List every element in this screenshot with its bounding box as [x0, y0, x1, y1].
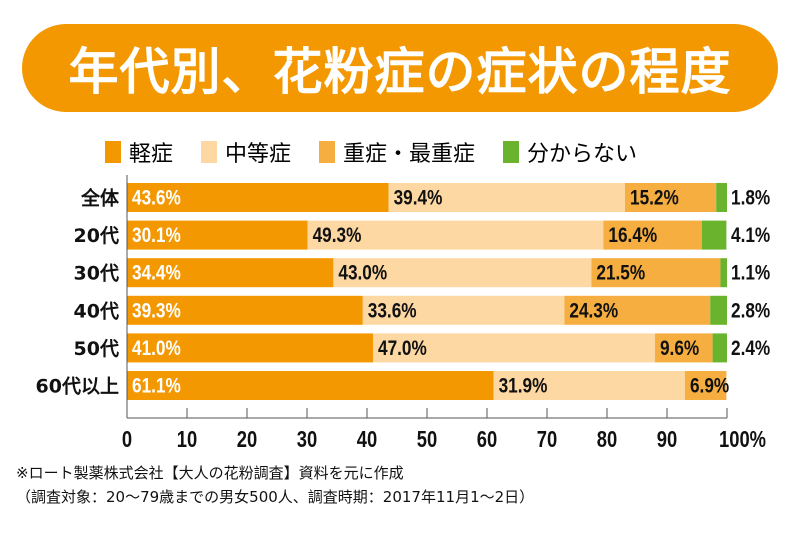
bar-segment: [127, 295, 363, 325]
data-label: 2.4%: [731, 337, 770, 360]
bar-segment: [716, 183, 727, 212]
data-label: 47.0%: [378, 337, 427, 360]
data-label: 41.0%: [132, 337, 181, 360]
data-label: 21.5%: [596, 262, 645, 285]
x-tick-label: 0: [122, 427, 132, 452]
data-label: 1.1%: [731, 262, 770, 285]
data-label: 15.2%: [630, 187, 679, 210]
bar-segment: [493, 371, 685, 400]
category-label: 40代: [74, 300, 119, 322]
legend-swatch: [201, 141, 218, 163]
bar-segment: [127, 258, 334, 288]
category-label: 全体: [80, 187, 120, 210]
data-label: 43.6%: [132, 187, 181, 210]
bar-segment: [127, 220, 308, 250]
bar-segment: [625, 183, 717, 212]
legend-label: 分からない: [527, 142, 638, 167]
source-note: ※ロート製薬株式会社【大人の花粉調査】資料を元に作成: [16, 464, 404, 482]
title-banner: 年代別、花粉症の症状の程度: [22, 24, 778, 112]
legend-swatch: [503, 141, 520, 163]
data-label: 34.4%: [132, 262, 181, 285]
legend-item: 中等症: [201, 136, 291, 168]
x-tick-label: 30: [297, 427, 317, 452]
chart-title: 年代別、花粉症の症状の程度: [68, 43, 732, 101]
data-label: 6.9%: [690, 375, 729, 398]
legend-label: 軽症: [129, 142, 174, 167]
legend-item: 分からない: [503, 136, 637, 168]
category-label: 60代以上: [36, 376, 119, 398]
data-label: 9.6%: [660, 337, 699, 360]
bar-segment: [127, 333, 373, 363]
bar-segment: [307, 220, 604, 250]
data-label: 24.3%: [569, 300, 618, 323]
data-label: 33.6%: [368, 300, 417, 323]
legend-item: 重症・最重症: [319, 136, 475, 168]
data-label: 30.1%: [132, 225, 181, 248]
data-label: 49.3%: [313, 225, 362, 248]
data-label: 61.1%: [132, 375, 181, 398]
x-tick-label: 70: [537, 427, 557, 452]
data-label: 1.8%: [731, 187, 770, 210]
x-tick-label: 20: [237, 427, 257, 452]
x-tick-label: 60: [477, 427, 497, 452]
bar-segment: [591, 258, 721, 288]
bar-segment: [373, 333, 655, 363]
legend-item: 軽症: [105, 136, 173, 168]
survey-note: （調査対象：20～79歳までの男女500人、調査時期：2017年11月1～2日）: [16, 488, 535, 506]
x-tick-label: 90: [657, 427, 677, 452]
data-label: 2.8%: [731, 300, 770, 323]
bar-segment: [127, 371, 494, 400]
legend-label: 重症・最重症: [343, 142, 476, 167]
bar-segment: [655, 333, 713, 363]
category-label: 30代: [74, 263, 119, 285]
data-label: 43.0%: [338, 262, 387, 285]
x-tick-label: 50: [417, 427, 437, 452]
bar-segment: [564, 295, 711, 325]
bar-segment: [333, 258, 592, 288]
bar-segment: [720, 258, 727, 288]
legend-swatch: [319, 141, 336, 163]
data-label: 4.1%: [731, 225, 770, 248]
category-label: 50代: [74, 338, 119, 360]
data-label: 39.4%: [394, 187, 443, 210]
legend: 軽症 中等症 重症・最重症 分からない: [105, 136, 637, 168]
data-label: 31.9%: [499, 375, 548, 398]
legend-swatch: [105, 141, 121, 163]
bar-segment: [388, 183, 625, 212]
x-tick-label: 10: [177, 427, 197, 452]
bar-segment: [127, 183, 389, 212]
bar-segment: [712, 333, 727, 363]
category-label: 20代: [74, 225, 119, 247]
bar-segment: [362, 295, 565, 325]
bar-segment: [701, 220, 727, 250]
x-tick-label: 80: [597, 427, 617, 452]
bar-segment: [685, 371, 727, 400]
bar-segment: [710, 295, 727, 325]
data-label: 16.4%: [608, 225, 657, 248]
data-label: 39.3%: [132, 300, 181, 323]
x-tick-label: 100%: [719, 427, 766, 452]
x-tick-label: 40: [357, 427, 377, 452]
legend-label: 中等症: [225, 142, 292, 167]
bar-segment: [603, 220, 702, 250]
